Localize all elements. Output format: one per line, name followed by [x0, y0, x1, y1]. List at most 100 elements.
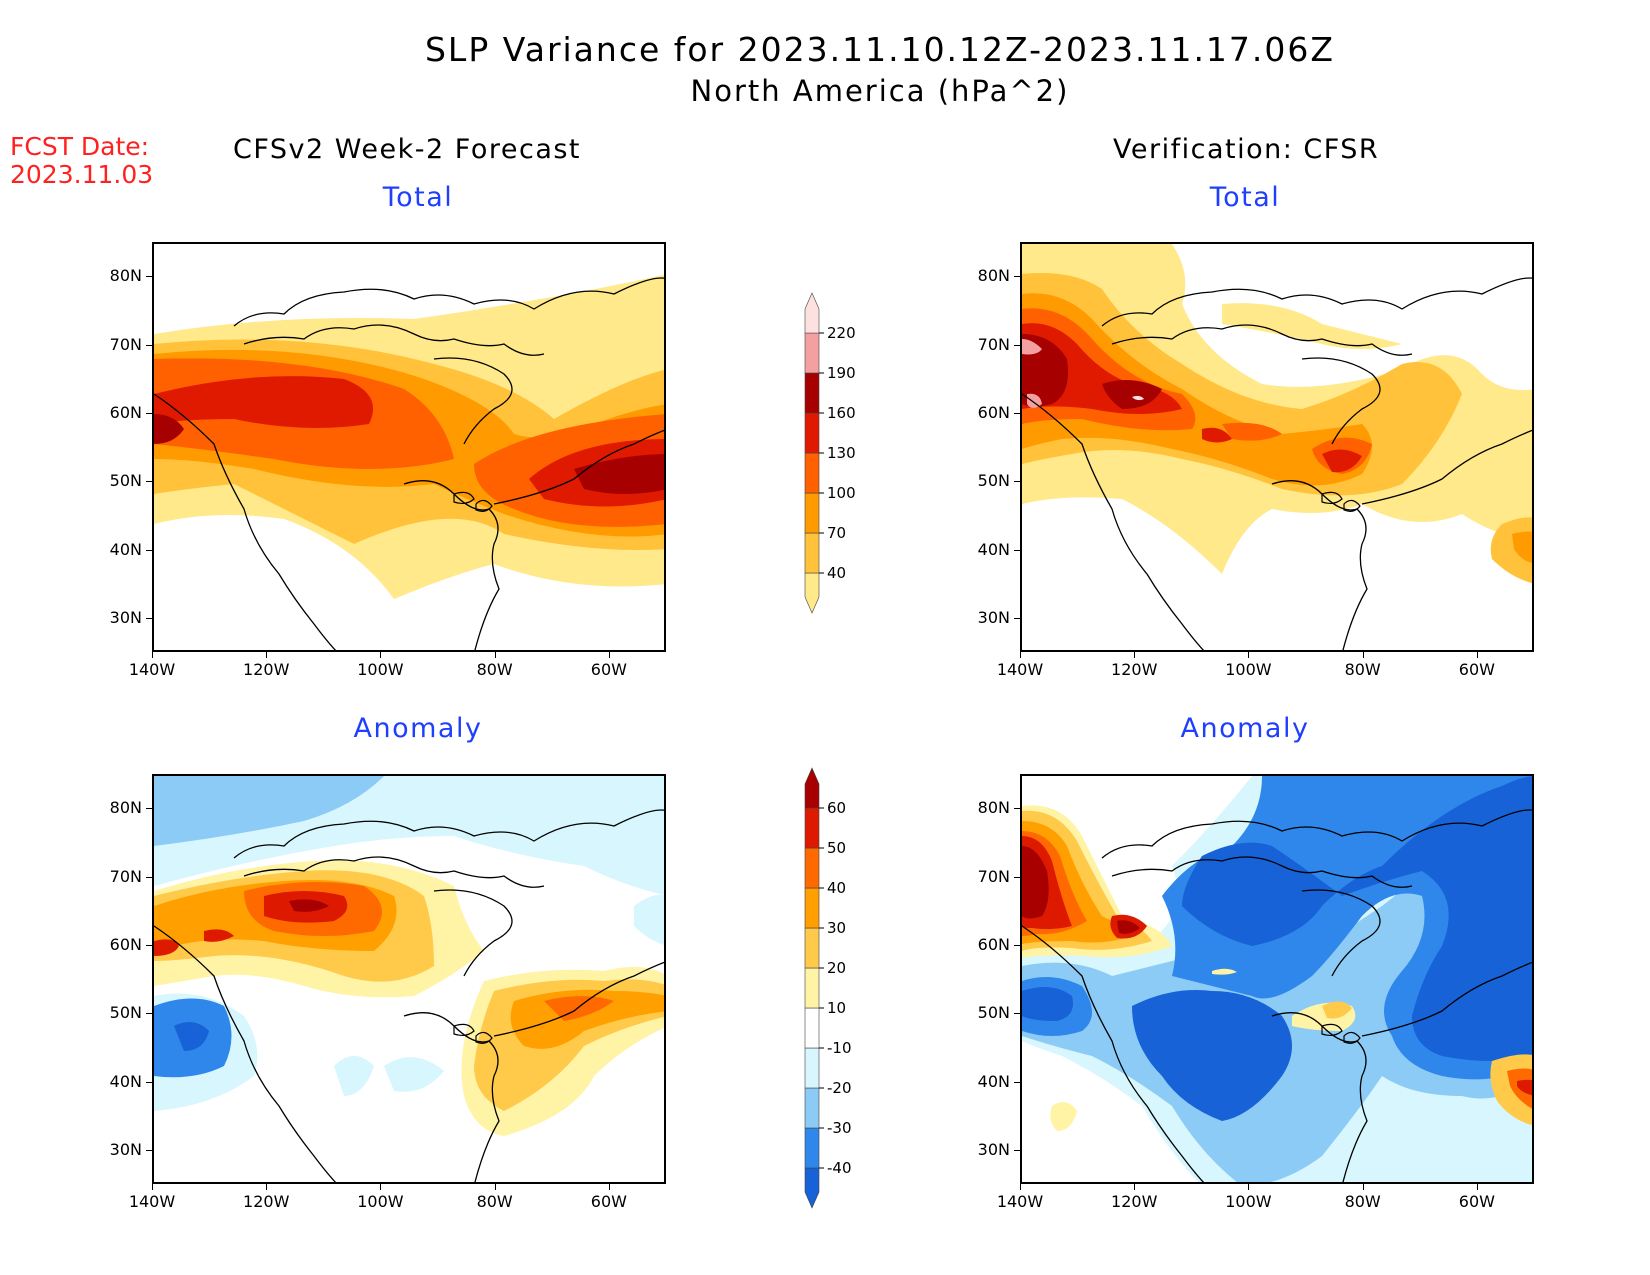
colorbar-swatch: [804, 927, 820, 969]
lat-label: 80N: [109, 266, 142, 286]
colorbar-label: 160: [827, 404, 856, 422]
lon-tick: [266, 652, 268, 658]
lat-tick: [1014, 344, 1020, 346]
lat-tick: [1014, 549, 1020, 551]
lat-tick: [146, 944, 152, 946]
verif-total-heading: Total: [1209, 182, 1281, 213]
lat-label: 30N: [977, 607, 1010, 627]
colorbar-swatch: [804, 452, 820, 494]
colorbar-label: 50: [827, 839, 847, 857]
lat-tick: [146, 1013, 152, 1015]
lon-tick: [1248, 652, 1250, 658]
colorbar-label: 40: [827, 564, 847, 582]
colorbar-swatch: [804, 1047, 820, 1089]
lat-tick: [1014, 412, 1020, 414]
lat-tick: [146, 344, 152, 346]
lat-label: 40N: [109, 1071, 142, 1091]
fcst-total-coastlines: [154, 277, 664, 650]
lat-tick: [146, 276, 152, 278]
fcst-anomaly-field: [154, 776, 664, 1136]
colorbar-label: 130: [827, 444, 856, 462]
left-column-title: CFSv2 Week-2 Forecast: [233, 134, 582, 165]
colorbar-label: 100: [827, 484, 856, 502]
anomaly-colorbar: [804, 767, 824, 1209]
lat-label: 50N: [977, 1003, 1010, 1023]
colorbar-swatch: [804, 1087, 820, 1129]
colorbar-swatch: [804, 1127, 820, 1169]
lon-label: 80W: [1344, 1192, 1381, 1211]
figure-subtitle: North America (hPa^2): [690, 74, 1070, 108]
lon-label: 140W: [996, 660, 1044, 679]
lon-tick: [1020, 1184, 1021, 1190]
lon-tick: [266, 1184, 268, 1190]
colorbar-swatch: [804, 807, 820, 849]
colorbar-swatch: [804, 572, 820, 614]
fcst-total-field: [154, 274, 664, 599]
lon-tick: [1134, 652, 1136, 658]
fcst-total-heading: Total: [382, 182, 454, 213]
colorbar-swatch: [804, 1167, 820, 1209]
colorbar-swatch: [804, 372, 820, 414]
lon-tick: [608, 652, 610, 658]
lat-tick: [146, 1149, 152, 1151]
colorbar-swatch: [804, 412, 820, 454]
lon-tick: [1362, 652, 1364, 658]
lon-tick: [152, 652, 153, 658]
colorbar-label: -30: [827, 1119, 852, 1137]
lon-label: 80W: [476, 1192, 513, 1211]
colorbar-label: 70: [827, 524, 847, 542]
lon-label: 80W: [476, 660, 513, 679]
lon-tick: [1248, 1184, 1250, 1190]
colorbar-swatch: [804, 767, 820, 809]
colorbar-swatch: [804, 887, 820, 929]
lat-tick: [1014, 1149, 1020, 1151]
verif-total-coastlines: [1022, 277, 1532, 650]
lon-tick: [608, 1184, 610, 1190]
colorbar-label: 190: [827, 364, 856, 382]
lat-tick: [1014, 876, 1020, 878]
lat-label: 60N: [109, 402, 142, 422]
lat-tick: [1014, 1081, 1020, 1083]
lat-label: 50N: [109, 1003, 142, 1023]
lat-tick: [1014, 617, 1020, 619]
colorbar-swatch: [804, 292, 820, 334]
verif-total-field: [1022, 244, 1532, 584]
lon-tick: [380, 652, 382, 658]
lat-label: 40N: [977, 1071, 1010, 1091]
lon-tick: [380, 1184, 382, 1190]
lat-label: 30N: [977, 1139, 1010, 1159]
lon-label: 100W: [357, 1192, 404, 1211]
lon-tick: [152, 1184, 153, 1190]
lon-tick: [1476, 1184, 1478, 1190]
lon-tick: [494, 652, 496, 658]
lat-tick: [146, 617, 152, 619]
colorbar-swatch: [804, 492, 820, 534]
lat-tick: [146, 549, 152, 551]
lat-label: 80N: [977, 798, 1010, 818]
lat-tick: [1014, 1013, 1020, 1015]
lat-label: 30N: [109, 607, 142, 627]
colorbar-label: 20: [827, 959, 847, 977]
colorbar-label: 30: [827, 919, 847, 937]
colorbar-label: -10: [827, 1039, 852, 1057]
lat-label: 60N: [977, 402, 1010, 422]
colorbar-label: 10: [827, 999, 847, 1017]
colorbar-label: 60: [827, 799, 847, 817]
lat-tick: [146, 808, 152, 810]
lon-label: 60W: [1458, 1192, 1495, 1211]
fcst-date-value: 2023.11.03: [10, 160, 154, 189]
lat-label: 70N: [977, 334, 1010, 354]
lon-label: 100W: [1225, 660, 1272, 679]
lon-label: 60W: [590, 1192, 627, 1211]
colorbar-swatch: [804, 532, 820, 574]
fcst-anomaly-coastlines: [154, 809, 664, 1182]
lon-label: 60W: [590, 660, 627, 679]
total-colorbar: [804, 292, 824, 614]
lat-label: 50N: [109, 471, 142, 491]
lat-tick: [1014, 944, 1020, 946]
lat-label: 70N: [109, 866, 142, 886]
verif-anomaly-map: [1020, 774, 1534, 1184]
colorbar-label: -20: [827, 1079, 852, 1097]
lon-label: 100W: [357, 660, 404, 679]
lat-label: 80N: [109, 798, 142, 818]
